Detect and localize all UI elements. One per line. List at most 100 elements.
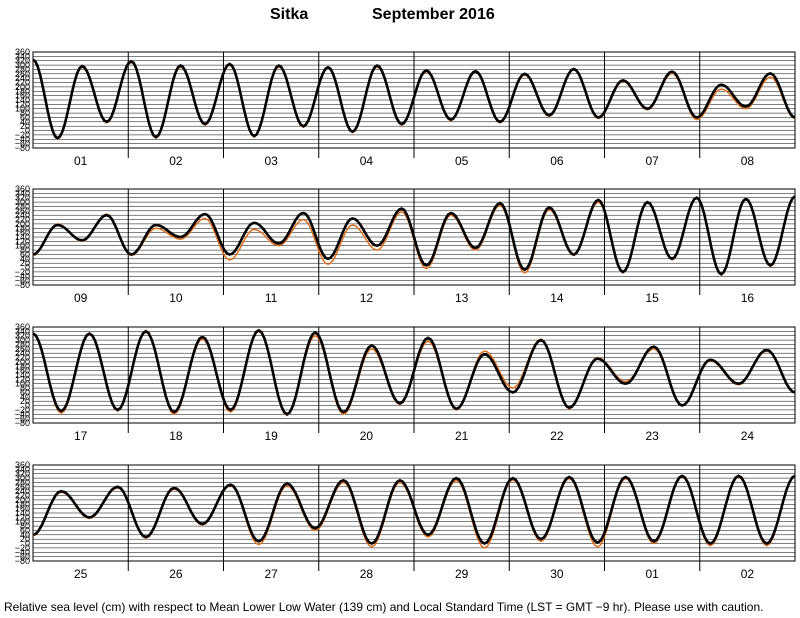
x-tick-label: 30 [550,567,564,581]
caption-note: Relative sea level (cm) with respect to … [4,600,764,614]
x-tick-label: 15 [645,291,659,305]
y-tick-label: 60 [20,525,30,535]
x-tick-label: 04 [360,154,374,168]
y-tick-label: 340 [15,326,30,336]
y-tick-label: 240 [15,210,30,220]
y-tick-label: −80 [15,280,30,290]
y-tick-label: 100 [15,517,30,527]
y-tick-label: −60 [15,414,30,424]
y-tick-label: 200 [15,82,30,92]
y-tick-label: 60 [20,387,30,397]
x-tick-label: 21 [455,429,469,443]
y-tick-label: 80 [20,383,30,393]
y-tick-label: 360 [15,184,30,194]
y-tick-label: 320 [15,469,30,479]
x-tick-label: 26 [169,567,183,581]
y-tick-label: 20 [20,258,30,268]
y-tick-label: −40 [15,409,30,419]
y-tick-label: 20 [20,534,30,544]
x-tick-label: 22 [550,429,564,443]
y-tick-label: 220 [15,215,30,225]
y-tick-label: 240 [15,73,30,83]
y-tick-label: 140 [15,95,30,105]
y-tick-label: 180 [15,223,30,233]
x-tick-label: 10 [169,291,183,305]
y-tick-label: −40 [15,271,30,281]
x-tick-label: 28 [360,567,374,581]
y-tick-label: −80 [15,143,30,153]
y-tick-label: 40 [20,254,30,264]
y-tick-label: 160 [15,91,30,101]
y-tick-label: 140 [15,370,30,380]
y-tick-label: −20 [15,405,30,415]
y-tick-label: 260 [15,69,30,79]
y-tick-label: −20 [15,267,30,277]
y-tick-label: 220 [15,353,30,363]
y-tick-label: 340 [15,188,30,198]
x-tick-label: 06 [550,154,564,168]
x-tick-label: 20 [360,429,374,443]
x-tick-label: 14 [550,291,564,305]
x-tick-label: 08 [741,154,755,168]
x-tick-label: 17 [74,429,88,443]
y-tick-label: 280 [15,339,30,349]
y-tick-label: 140 [15,508,30,518]
x-tick-label: 02 [169,154,183,168]
x-tick-label: 03 [264,154,278,168]
y-tick-label: −80 [15,418,30,428]
y-tick-label: 160 [15,366,30,376]
y-tick-label: 60 [20,112,30,122]
y-tick-label: 40 [20,530,30,540]
x-tick-label: 05 [455,154,469,168]
y-tick-label: 0 [25,539,30,549]
y-tick-label: 80 [20,108,30,118]
y-tick-label: 240 [15,486,30,496]
x-tick-label: 18 [169,429,183,443]
observed-series-line [32,58,796,140]
y-tick-label: 140 [15,232,30,242]
y-tick-label: 180 [15,86,30,96]
y-tick-label: −80 [15,556,30,566]
y-tick-label: 180 [15,361,30,371]
x-tick-label: 16 [741,291,755,305]
y-tick-label: 160 [15,504,30,514]
y-tick-label: −40 [15,134,30,144]
y-tick-label: 260 [15,206,30,216]
y-tick-label: 80 [20,521,30,531]
y-tick-label: 360 [15,47,30,57]
y-tick-label: 300 [15,335,30,345]
y-tick-label: 300 [15,473,30,483]
x-tick-label: 13 [455,291,469,305]
y-tick-label: 300 [15,60,30,70]
y-tick-label: 20 [20,396,30,406]
y-tick-label: 340 [15,464,30,474]
x-tick-label: 02 [741,567,755,581]
y-tick-label: 200 [15,219,30,229]
y-tick-label: 20 [20,121,30,131]
x-tick-label: 24 [741,429,755,443]
x-tick-label: 19 [264,429,278,443]
x-tick-label: 07 [645,154,659,168]
y-tick-label: 160 [15,228,30,238]
x-tick-label: 29 [455,567,469,581]
y-tick-label: 80 [20,245,30,255]
y-tick-label: −20 [15,543,30,553]
y-tick-label: 40 [20,392,30,402]
y-tick-label: 280 [15,64,30,74]
title-month-year: September 2016 [372,6,495,23]
y-tick-label: 120 [15,512,30,522]
y-tick-label: 280 [15,201,30,211]
y-tick-label: 180 [15,499,30,509]
y-tick-label: 320 [15,193,30,203]
x-tick-label: 09 [74,291,88,305]
y-tick-label: 0 [25,401,30,411]
x-tick-label: 01 [645,567,659,581]
y-tick-label: 360 [15,322,30,332]
y-tick-label: −20 [15,130,30,140]
y-tick-label: −60 [15,552,30,562]
y-tick-label: 0 [25,126,30,136]
y-tick-label: 320 [15,56,30,66]
x-tick-label: 23 [645,429,659,443]
observed-series-line [32,328,796,416]
